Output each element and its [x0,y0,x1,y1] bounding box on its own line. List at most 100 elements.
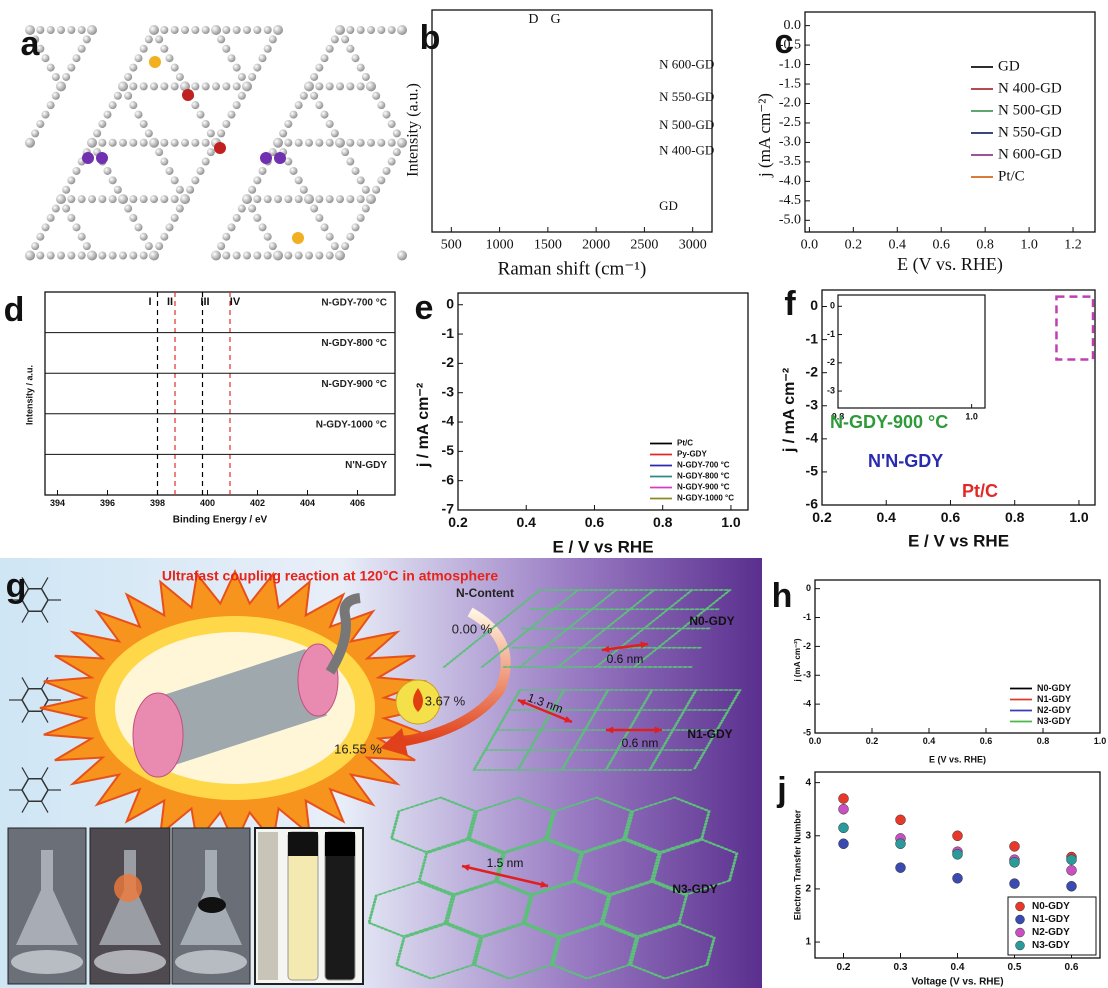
atom [165,166,174,175]
atom [356,176,365,185]
x-axis-label: Voltage (V vs. RHE) [911,977,1003,988]
x-tick-label: 1.0 [1020,238,1038,253]
panel-label: b [420,19,441,57]
schematic-label: 16.55 % [334,741,382,756]
atom [315,63,324,72]
atom [325,232,334,241]
atom [181,26,189,34]
heteroatom [292,232,304,244]
network-bond [442,589,542,668]
atom [36,251,45,260]
chart: 0.2 0.3 0.4 0.5 0.6 1 2 3 4 Voltage (V vs. RHE) El… [792,771,1101,988]
atom [227,223,236,232]
atom [67,176,76,185]
network-ring [389,796,477,854]
panel-label: j [776,771,786,809]
heteroatom [214,142,226,154]
atom [325,251,334,260]
atom [315,195,324,204]
x-tick-label: 404 [300,498,315,508]
atom [41,54,50,63]
atom [170,138,179,147]
atom [124,72,133,81]
atom [263,251,272,260]
dimension-arrow-head [564,716,572,723]
y-tick-label: -2.0 [779,96,801,111]
y-tick-label: -3 [442,383,455,399]
atom [217,129,226,138]
atom [310,204,319,213]
y-tick-label: -5 [803,727,811,737]
atom [237,204,246,213]
atom [196,166,205,175]
atom [149,250,159,261]
network-ring [629,922,716,980]
atom [201,26,210,34]
y-tick-label: -5.0 [779,213,801,228]
legend-label: N-GDY-800 °C [677,472,730,481]
atom [392,148,401,157]
x-axis-label: E (V vs. RHE) [929,754,986,764]
y-tick-label: 3 [805,830,811,841]
x-tick-label: 0.2 [845,238,863,253]
legend-label: Pt/C [998,168,1025,184]
atom [160,26,169,34]
atom [31,129,40,138]
legend-label: N3-GDY [1037,716,1071,726]
atom [305,251,313,260]
atom [113,91,122,100]
atom [72,54,81,63]
atom [356,138,365,147]
legend-label: N-GDY-900 °C [677,483,730,492]
legend-label: GD [998,58,1020,74]
y-axis-label: Intensity (a.u.) [405,83,422,177]
network-bond [692,689,742,771]
atom [330,35,339,44]
x-tick-label: 0.8 [976,238,994,253]
series-label: N'N-GDY [345,460,387,471]
network-ring [445,880,533,938]
point [952,830,963,842]
y-tick-label: 4 [805,777,811,788]
inset-x-tick-label: 1.0 [965,411,978,421]
atom [103,166,112,175]
legend-label: Pt/C [677,439,693,448]
legend-label: N-GDY-700 °C [677,461,730,470]
x-axis-label: E (V vs. RHE) [897,254,1003,275]
atom [149,137,159,148]
atom [57,26,65,34]
atom [46,213,55,222]
y-tick-label: -4.5 [779,193,801,208]
ruler [258,832,278,980]
atom [356,195,365,204]
atom [129,138,138,147]
legend-marker [1015,940,1025,951]
atom [155,148,164,157]
chart: 0.0 0.2 0.4 0.6 0.8 1.0 1.2 0.0 -0.5 -1.0 -1.5 -2.0… [755,11,1096,275]
monomer-bond [21,710,30,723]
x-tick-label: 1.0 [721,514,741,530]
atom [134,54,143,63]
x-tick-label: 0.4 [951,962,965,973]
atom [160,157,169,166]
monomer-bond [40,710,49,723]
atom [387,26,396,34]
atom [139,119,148,128]
inset-y-tick-label: -1 [827,329,835,339]
atom [98,195,107,204]
atom [77,251,86,260]
atom [124,91,133,100]
atom [36,44,45,53]
y-axis-label: Electron Transfer Number [792,809,802,920]
x-axis-label: E / V vs RHE [908,531,1009,550]
x-tick-label: 0.4 [517,514,537,530]
atom [98,119,107,128]
point [838,793,849,804]
schematic-label: 0.6 nm [607,652,644,666]
atom [119,138,127,147]
legend-label: N 600-GD [998,146,1062,162]
series-label: Pt/C [962,481,998,501]
atom [98,138,107,147]
atom [206,148,215,157]
